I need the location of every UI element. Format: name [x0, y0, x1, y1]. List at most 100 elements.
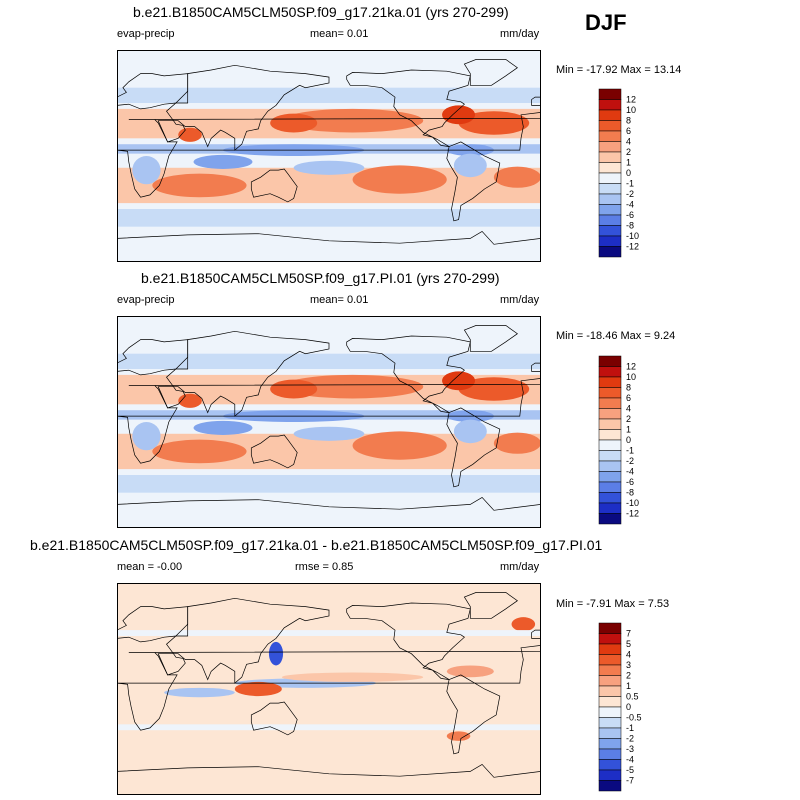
colorbar-box — [598, 502, 622, 514]
colorbar-box — [598, 387, 622, 399]
field-contour — [281, 374, 424, 399]
colorbar-box — [598, 780, 622, 792]
coastline — [250, 701, 298, 736]
coastline — [166, 64, 330, 151]
coastline — [116, 339, 189, 376]
field-band — [117, 353, 541, 369]
field-contour — [293, 426, 365, 441]
coastline — [116, 645, 542, 731]
colorbar-tick-label: -4 — [626, 200, 634, 210]
field-contour — [458, 111, 530, 135]
season-label: DJF — [585, 10, 627, 35]
colorbar-box — [598, 418, 622, 430]
panel1-units-label: mm/day — [500, 28, 540, 40]
map-frame — [117, 316, 541, 528]
colorbar-box — [598, 643, 622, 655]
colorbar-box — [598, 738, 622, 750]
coastline — [157, 653, 186, 676]
colorbar-box — [598, 397, 622, 409]
colorbar-box — [598, 685, 622, 697]
field-contour — [281, 672, 424, 682]
panel2-title: b.e21.B1850CAM5CLM50SP.f09_g17.PI.01 (yr… — [141, 270, 500, 286]
field-contour — [453, 419, 487, 444]
coastline — [157, 386, 186, 409]
colorbar-tick-label: -8 — [626, 221, 634, 231]
panel3-minmax: Min = -7.91 Max = 7.53 — [556, 598, 670, 610]
colorbar-tick-label: -7 — [626, 776, 634, 786]
coastline — [531, 629, 542, 639]
colorbar-box — [598, 429, 622, 441]
colorbar-box — [598, 696, 622, 708]
panel1-map-plot — [116, 50, 542, 263]
field-band — [117, 475, 541, 493]
colorbar-box — [598, 664, 622, 676]
coastline — [463, 325, 519, 352]
colorbar-box — [598, 172, 622, 184]
panel1-variable-label: evap-precip — [117, 28, 175, 40]
field-contour — [446, 665, 494, 678]
colorbar-tick-label: -10 — [626, 231, 639, 241]
coastline — [116, 73, 189, 110]
colorbar-box — [598, 439, 622, 451]
panel1-mean-label: mean= 0.01 — [310, 28, 369, 40]
colorbar-box — [598, 130, 622, 142]
field-contour — [281, 108, 424, 133]
colorbar-tick-label: 5 — [626, 639, 631, 649]
colorbar-tick-label: -2 — [626, 734, 634, 744]
coastline — [116, 112, 542, 198]
colorbar-box — [598, 183, 622, 195]
field-contour — [164, 687, 235, 698]
field-contour — [270, 379, 318, 399]
field-contour — [152, 173, 247, 198]
colorbar-tick-label: 1 — [626, 425, 631, 435]
colorbar-box — [598, 162, 622, 174]
colorbar-tick-label: -1 — [626, 179, 634, 189]
colorbar-tick-label: 0.5 — [626, 692, 639, 702]
colorbar-box — [598, 408, 622, 420]
coastline — [116, 378, 542, 464]
panel1-title: b.e21.B1850CAM5CLM50SP.f09_g17.21ka.01 (… — [133, 4, 509, 20]
panel2-minmax: Min = -18.46 Max = 9.24 — [556, 330, 676, 342]
colorbar-tick-label: 1 — [626, 681, 631, 691]
coastline — [463, 59, 519, 86]
colorbar-box — [598, 88, 622, 100]
field-contour — [152, 439, 247, 464]
panel2-colorbar: 12 10 8 6 4 2 1 0 -1 -2 -4 -6 -8 -10 -12 — [598, 355, 658, 527]
panel3-map-plot — [116, 583, 542, 796]
colorbar-box — [598, 717, 622, 729]
colorbar-tick-label: -5 — [626, 765, 634, 775]
colorbar-box — [598, 654, 622, 666]
colorbar-box — [598, 120, 622, 132]
colorbar-tick-label: 4 — [626, 404, 631, 414]
colorbar-box — [598, 460, 622, 472]
colorbar-tick-label: -4 — [626, 755, 634, 765]
colorbar-tick-label: -10 — [626, 498, 639, 508]
field-band — [117, 724, 541, 731]
field-band — [117, 87, 541, 103]
coastline — [250, 168, 298, 203]
colorbar-box — [598, 471, 622, 483]
colorbar-box — [598, 366, 622, 378]
colorbar-box — [598, 633, 622, 645]
colorbar-tick-label: -1 — [626, 723, 634, 733]
field-contour — [132, 156, 161, 185]
colorbar-tick-label: 2 — [626, 147, 631, 157]
colorbar-box — [598, 355, 622, 367]
coastline — [157, 120, 186, 143]
colorbar-box — [598, 109, 622, 121]
colorbar-box — [598, 727, 622, 739]
colorbar-tick-label: 2 — [626, 414, 631, 424]
field-contour — [234, 681, 282, 697]
field-contour — [453, 153, 487, 178]
colorbar-box — [598, 204, 622, 216]
colorbar-tick-label: 3 — [626, 660, 631, 670]
panel2-mean-label: mean= 0.01 — [310, 294, 369, 306]
colorbar-tick-label: 12 — [626, 362, 636, 372]
coastline — [346, 602, 471, 680]
colorbar-tick-label: 0 — [626, 702, 631, 712]
coastline — [250, 434, 298, 469]
colorbar-box — [598, 376, 622, 388]
coastline — [166, 597, 330, 684]
